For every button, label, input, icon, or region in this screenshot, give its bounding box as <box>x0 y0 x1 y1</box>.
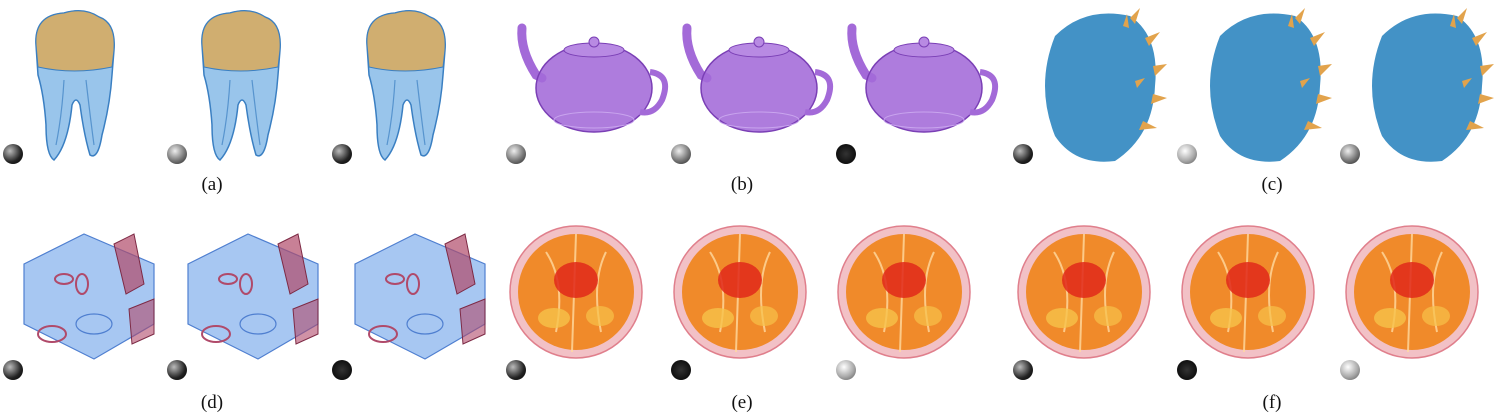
tooth-render-1 <box>24 5 124 165</box>
light-direction-sphere-icon <box>836 360 856 380</box>
engine-render-3 <box>345 224 495 364</box>
spiky-volume-render-2 <box>1200 6 1335 166</box>
engine-render-1 <box>14 224 164 364</box>
figure-row-bottom: (d) (e) <box>0 210 1496 418</box>
light-direction-sphere-icon <box>332 144 352 164</box>
caption-f: (f) <box>1262 392 1282 413</box>
light-direction-sphere-icon <box>1177 144 1197 164</box>
light-direction-sphere-icon <box>332 360 352 380</box>
tooth-render-2 <box>190 5 290 165</box>
light-direction-sphere-icon <box>1340 360 1360 380</box>
orange-render-4 <box>1014 222 1154 362</box>
light-direction-sphere-icon <box>836 144 856 164</box>
figure-row-top: (a) (b) <box>0 0 1496 200</box>
spiky-volume-render-1 <box>1035 6 1170 166</box>
light-direction-sphere-icon <box>1340 144 1360 164</box>
orange-render-2 <box>670 222 810 362</box>
light-direction-sphere-icon <box>506 144 526 164</box>
light-direction-sphere-icon <box>671 144 691 164</box>
teapot-render-3 <box>842 20 1002 135</box>
orange-render-6 <box>1342 222 1482 362</box>
caption-e: (e) <box>731 392 753 413</box>
orange-render-1 <box>506 222 646 362</box>
light-direction-sphere-icon <box>167 360 187 380</box>
light-direction-sphere-icon <box>671 360 691 380</box>
teapot-render-2 <box>677 20 837 135</box>
orange-render-3 <box>834 222 974 362</box>
orange-render-5 <box>1178 222 1318 362</box>
tooth-render-3 <box>355 5 455 165</box>
caption-d: (d) <box>200 392 224 413</box>
light-direction-sphere-icon <box>3 144 23 164</box>
teapot-render-1 <box>512 20 672 135</box>
light-direction-sphere-icon <box>506 360 526 380</box>
light-direction-sphere-icon <box>167 144 187 164</box>
caption-a: (a) <box>201 174 223 195</box>
caption-b: (b) <box>730 174 754 195</box>
light-direction-sphere-icon <box>1013 360 1033 380</box>
light-direction-sphere-icon <box>1177 360 1197 380</box>
light-direction-sphere-icon <box>1013 144 1033 164</box>
light-direction-sphere-icon <box>3 360 23 380</box>
spiky-volume-render-3 <box>1362 6 1496 166</box>
caption-c: (c) <box>1261 174 1283 195</box>
engine-render-2 <box>178 224 328 364</box>
